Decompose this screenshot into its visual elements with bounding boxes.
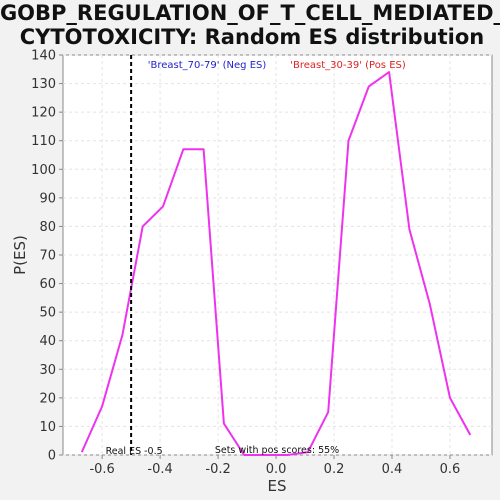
y-tick-label: 120	[31, 106, 56, 121]
x-tick-label: -0.6	[89, 462, 114, 477]
x-tick-label: 0.4	[382, 462, 403, 477]
real-es-label: Real ES -0.5	[106, 446, 163, 457]
y-axis-ticks: 0 10 20 30 40 50 60 70 80 90 100 110 120 130 140	[31, 49, 63, 464]
y-tick-label: 20	[39, 391, 56, 406]
y-tick-label: 70	[39, 249, 56, 264]
pos-scores-annotation: Sets with pos scores: 55%	[215, 445, 339, 456]
es-distribution-line	[80, 71, 472, 456]
y-tick-label: 100	[31, 163, 56, 178]
y-tick-label: 50	[39, 306, 56, 321]
y-tick-label: 130	[31, 77, 56, 92]
y-tick-label: 40	[39, 334, 56, 349]
y-tick-label: 60	[39, 277, 56, 292]
y-tick-label: 30	[39, 363, 56, 378]
x-tick-label: 0.0	[266, 462, 287, 477]
y-tick-label: 90	[39, 191, 56, 206]
chart-title-line-2: CYTOTOXICITY: Random ES distribution	[20, 25, 485, 49]
x-tick-label: -0.2	[205, 462, 230, 477]
y-tick-label: 110	[31, 134, 56, 149]
y-axis-label: P(ES)	[11, 235, 29, 275]
y-tick-label: 0	[48, 449, 56, 464]
y-tick-label: 80	[39, 220, 56, 235]
legend-neg-label: 'Breast_70-79' (Neg ES)	[148, 60, 267, 71]
x-tick-label: -0.4	[147, 462, 172, 477]
x-axis-ticks: -0.6 -0.4 -0.2 0.0 0.2 0.4 0.6	[89, 455, 460, 477]
x-tick-label: 0.6	[440, 462, 461, 477]
y-tick-label: 10	[39, 420, 56, 435]
x-axis-label: ES	[268, 477, 287, 495]
y-tick-label: 140	[31, 49, 56, 64]
plot-area	[62, 54, 493, 456]
legend-pos-label: 'Breast_30-39' (Pos ES)	[290, 60, 406, 71]
chart-title-line-1: GOBP_REGULATION_OF_T_CELL_MEDIATED_	[0, 1, 500, 25]
x-tick-label: 0.2	[324, 462, 345, 477]
grid-lines	[63, 54, 492, 456]
series-group	[80, 71, 472, 456]
